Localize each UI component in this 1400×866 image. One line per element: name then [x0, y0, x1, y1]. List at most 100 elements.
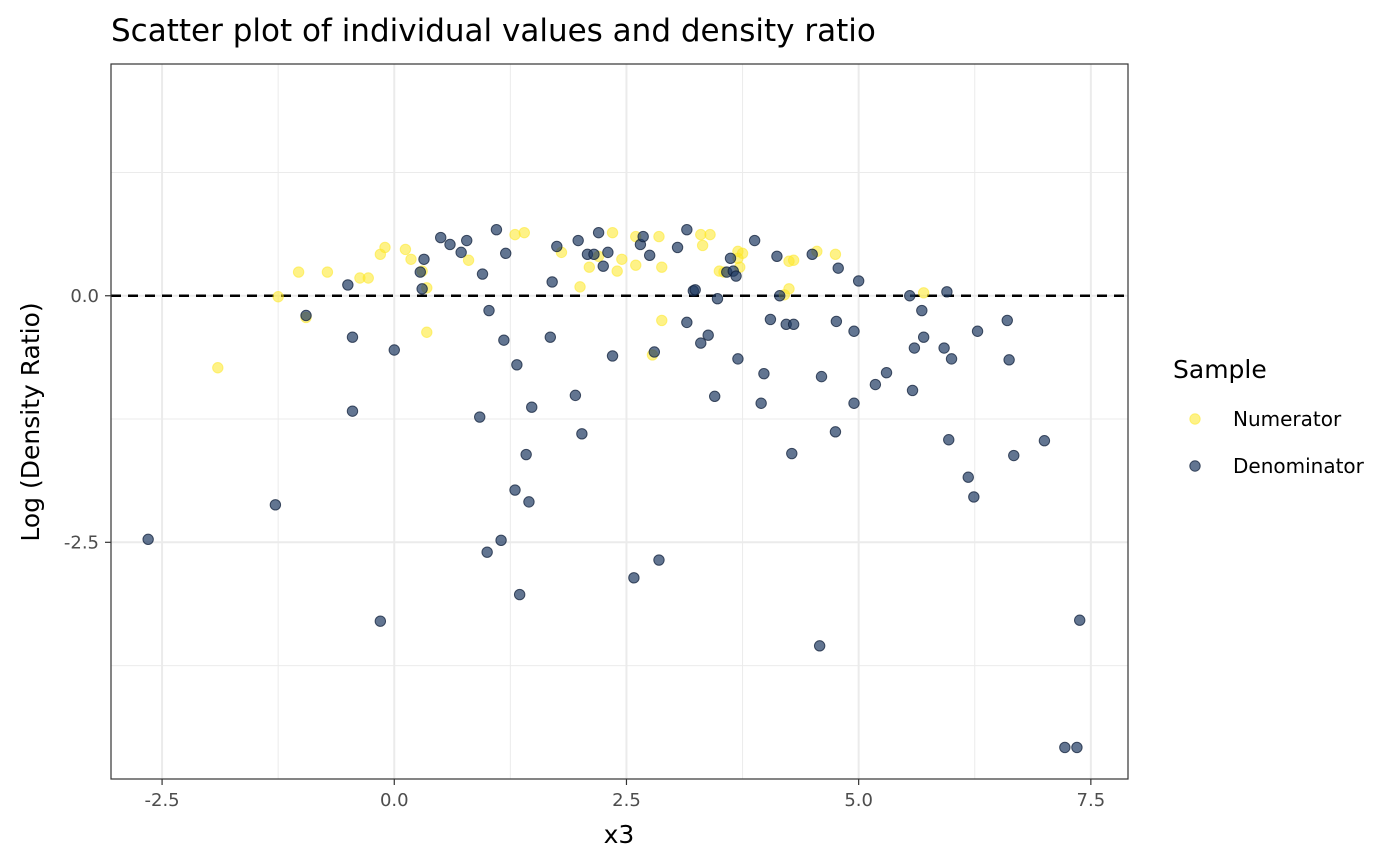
denominator-point [764, 313, 777, 326]
denominator-point [671, 241, 684, 254]
denominator-point [1001, 314, 1013, 327]
major-gridlines [111, 64, 1128, 779]
denominator-point [829, 426, 842, 438]
denominator-point [938, 342, 950, 354]
numerator-points [212, 226, 930, 374]
numerator-point [696, 239, 709, 252]
denominator-point [346, 405, 359, 417]
denominator-point [732, 353, 744, 365]
denominator-point [848, 325, 860, 337]
denominator-point [708, 390, 721, 403]
denominator-point [904, 290, 916, 302]
denominator-point [730, 270, 742, 282]
denominator-point [576, 428, 588, 440]
denominator-point [511, 359, 523, 371]
denominator-point [648, 346, 661, 358]
denominator-point [711, 293, 724, 305]
denominator-point [544, 331, 557, 343]
numerator-point [362, 272, 374, 284]
legend-key-denominator [1189, 460, 1201, 472]
denominator-point [653, 554, 665, 566]
legend: Sample Numerator Denominator [1173, 355, 1365, 478]
numerator-point [787, 254, 800, 266]
x-axis: -2.5 0.0 2.5 5.0 7.5 [145, 779, 1106, 811]
numerator-point [656, 314, 668, 327]
denominator-point [906, 384, 919, 397]
y-tick-label: -2.5 [64, 532, 99, 553]
denominator-point [943, 434, 955, 446]
denominator-point [142, 533, 154, 546]
denominator-point [806, 248, 818, 261]
numerator-point [321, 266, 334, 278]
denominator-point [748, 234, 761, 247]
denominator-point [269, 499, 282, 511]
numerator-point [736, 247, 749, 260]
denominator-point [628, 572, 640, 584]
denominator-point [681, 223, 693, 236]
numerator-point [212, 362, 224, 374]
x-tick-label: 7.5 [1077, 790, 1106, 811]
denominator-point [774, 290, 786, 302]
numerator-point [704, 228, 716, 241]
numerator-point [606, 226, 619, 239]
denominator-point [848, 397, 860, 409]
denominator-point [483, 304, 495, 317]
denominator-point [300, 309, 312, 322]
denominator-point [787, 318, 800, 331]
denominator-point [606, 350, 619, 362]
denominator-point [813, 640, 826, 652]
denominator-point [771, 250, 783, 263]
x-tick-label: 5.0 [844, 790, 873, 811]
denominator-point [388, 344, 400, 356]
denominator-point [490, 223, 503, 236]
numerator-point [421, 326, 433, 338]
denominator-point [832, 262, 844, 274]
denominator-point [695, 337, 707, 349]
denominator-point [597, 260, 609, 272]
denominator-point [374, 615, 387, 627]
denominator-point [342, 279, 354, 291]
x-axis-title: x3 [604, 820, 635, 849]
denominator-point [917, 331, 930, 343]
numerator-point [462, 254, 475, 266]
numerator-point [272, 291, 284, 303]
denominator-point [941, 286, 953, 298]
denominator-point [1003, 354, 1015, 366]
denominator-point [495, 534, 507, 547]
denominator-point [962, 471, 974, 483]
numerator-point [292, 266, 305, 278]
denominator-point [681, 316, 693, 329]
denominator-point [755, 397, 767, 409]
denominator-point [786, 447, 798, 460]
denominator-point [572, 234, 584, 247]
denominator-point [1038, 435, 1051, 447]
denominator-point [689, 284, 701, 296]
x-tick-label: 2.5 [612, 790, 641, 811]
legend-entries: Numerator Denominator [1189, 407, 1365, 478]
denominator-point [498, 334, 510, 346]
numerator-point [399, 243, 412, 256]
denominator-point [509, 484, 521, 496]
legend-title: Sample [1173, 355, 1267, 384]
x-tick-label: 0.0 [380, 790, 409, 811]
denominator-point [481, 546, 493, 558]
denominator-point [418, 253, 430, 265]
denominator-point [588, 248, 600, 261]
panel-border [110, 63, 1129, 780]
denominator-point [830, 315, 843, 328]
denominator-point [513, 588, 526, 601]
numerator-point [379, 241, 391, 254]
denominator-point [852, 275, 865, 287]
y-tick-label: 0.0 [70, 286, 99, 307]
denominator-point [971, 325, 984, 337]
numerator-point [656, 261, 668, 273]
denominator-point [916, 304, 928, 317]
plot-panel [110, 63, 1129, 780]
denominator-point [346, 331, 359, 343]
numerator-point [630, 259, 642, 271]
denominator-point [1074, 614, 1086, 626]
denominator-point [602, 246, 614, 259]
denominator-point [1071, 741, 1083, 754]
numerator-point [583, 261, 596, 273]
chart-title: Scatter plot of individual values and de… [111, 13, 876, 49]
